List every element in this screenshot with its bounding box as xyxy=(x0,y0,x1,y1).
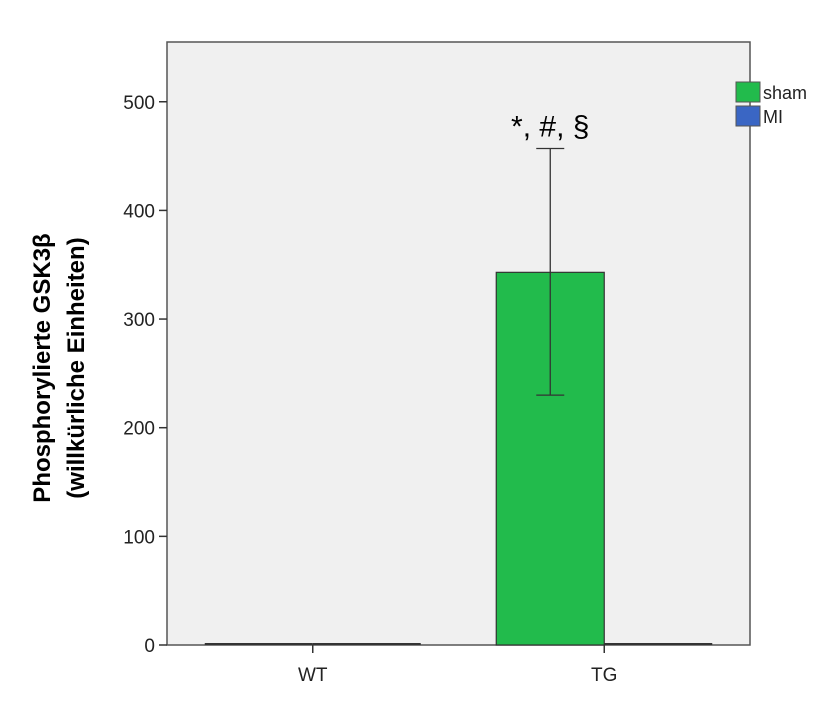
annotations: *, #, § xyxy=(511,110,589,143)
y-tick-label: 100 xyxy=(123,527,155,548)
plot-area xyxy=(166,41,751,646)
x-tick-label: TG xyxy=(591,665,617,686)
y-axis-label-line1: Phosphorylierte GSK3β xyxy=(29,233,56,502)
y-tick-label: 500 xyxy=(123,93,155,114)
y-axis-label-line2: (willkürliche Einheiten) xyxy=(63,237,90,498)
legend: sham MI xyxy=(735,81,807,127)
legend-label: MI xyxy=(763,107,783,127)
error-bars xyxy=(536,147,565,396)
x-axis: WT TG xyxy=(298,645,617,686)
legend-swatch xyxy=(735,105,761,127)
y-tick-label: 0 xyxy=(144,636,155,657)
plot-background xyxy=(166,41,751,646)
y-tick-label: 400 xyxy=(123,201,155,222)
legend-label: sham xyxy=(763,83,807,103)
legend-swatch xyxy=(735,81,761,103)
y-tick-label: 200 xyxy=(123,419,155,440)
significance-annotation: *, #, § xyxy=(511,110,589,143)
y-tick-label: 300 xyxy=(123,310,155,331)
x-tick-label: WT xyxy=(298,665,328,686)
y-axis: 0 100 200 300 400 500 xyxy=(123,93,167,657)
